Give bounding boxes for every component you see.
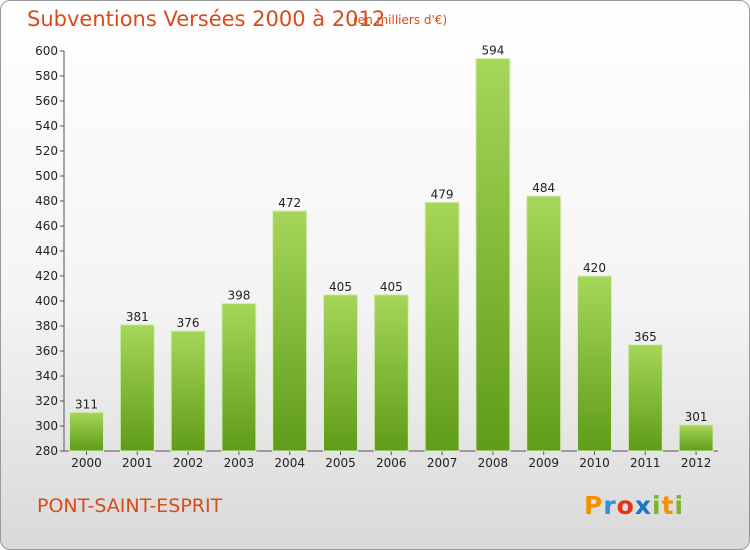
x-tick-label-2012: 2012 (681, 456, 712, 470)
bar-2003 (221, 303, 257, 452)
x-tick-label-2001: 2001 (122, 456, 153, 470)
chart-bars (69, 58, 714, 452)
logo-letter: i (674, 491, 685, 520)
bar-2000 (69, 411, 104, 452)
y-tick-label: 320 (35, 394, 58, 408)
logo-letter: x (634, 491, 652, 520)
y-tick-label: 580 (35, 69, 58, 83)
bar-2004 (272, 210, 308, 452)
value-label-2009: 484 (532, 181, 555, 195)
chart-labels: 311 381 376 398 472 405 405 479 594 484 420 365 301 (75, 44, 708, 424)
chart-subtitle: (en milliers d'€) (353, 13, 448, 27)
bar-2011 (627, 344, 663, 452)
proxiti-logo: Proxiti (584, 491, 684, 520)
value-label-2007: 479 (431, 187, 454, 201)
bar-2006 (373, 294, 409, 452)
logo-letter: r (603, 491, 617, 520)
x-tick-label-2008: 2008 (478, 456, 509, 470)
x-tick-label-2002: 2002 (173, 456, 204, 470)
x-tick-label-2010: 2010 (579, 456, 610, 470)
x-tick-label-2005: 2005 (325, 456, 356, 470)
commune-name: PONT-SAINT-ESPRIT (37, 495, 223, 517)
x-tick-label-2007: 2007 (427, 456, 458, 470)
y-tick-label: 300 (35, 419, 58, 433)
x-tick-label-2004: 2004 (274, 456, 305, 470)
y-tick-label: 280 (35, 444, 58, 458)
value-label-2004: 472 (278, 196, 301, 210)
chart-axes: 280 300 320 340 360 380 400 420 440 460 480 500 520 5… (35, 44, 718, 470)
bar-2002 (170, 330, 206, 452)
x-tick-label-2003: 2003 (224, 456, 255, 470)
logo-letter: o (616, 491, 635, 520)
chart-title: Subventions Versées 2000 à 2012 (27, 7, 386, 31)
y-tick-label: 400 (35, 294, 58, 308)
bar-2010 (577, 275, 612, 452)
value-label-2003: 398 (227, 289, 250, 303)
bar-2009 (526, 195, 562, 452)
y-tick-label: 560 (35, 94, 58, 108)
logo-letter: P (584, 491, 604, 520)
bar-2001 (119, 324, 155, 452)
x-tick-label-2000: 2000 (71, 456, 102, 470)
bar-2007 (424, 201, 460, 452)
value-label-2008: 594 (481, 44, 504, 58)
x-tick-label-2009: 2009 (528, 456, 559, 470)
y-tick-label: 500 (35, 169, 58, 183)
y-tick-label: 340 (35, 369, 58, 383)
bar-2012 (678, 424, 714, 452)
x-tick-label-2011: 2011 (630, 456, 661, 470)
value-label-2012: 301 (685, 410, 708, 424)
bar-2005 (323, 294, 358, 452)
value-label-2002: 376 (177, 316, 200, 330)
value-label-2000: 311 (75, 397, 98, 411)
y-tick-label: 600 (35, 44, 58, 58)
y-tick-label: 420 (35, 269, 58, 283)
y-tick-label: 540 (35, 119, 58, 133)
y-tick-label: 520 (35, 144, 58, 158)
logo-letter: t (661, 491, 675, 520)
value-label-2011: 365 (634, 330, 657, 344)
logo-letter: i (652, 491, 662, 520)
y-tick-label: 480 (35, 194, 58, 208)
y-tick-label: 380 (35, 319, 58, 333)
y-tick-label: 460 (35, 219, 58, 233)
bar-2008 (475, 58, 511, 452)
x-tick-label-2006: 2006 (376, 456, 407, 470)
value-label-2006: 405 (380, 280, 403, 294)
y-tick-label: 440 (35, 244, 58, 258)
value-label-2010: 420 (583, 261, 606, 275)
y-tick-label: 360 (35, 344, 58, 358)
value-label-2005: 405 (329, 280, 352, 294)
value-label-2001: 381 (126, 310, 149, 324)
